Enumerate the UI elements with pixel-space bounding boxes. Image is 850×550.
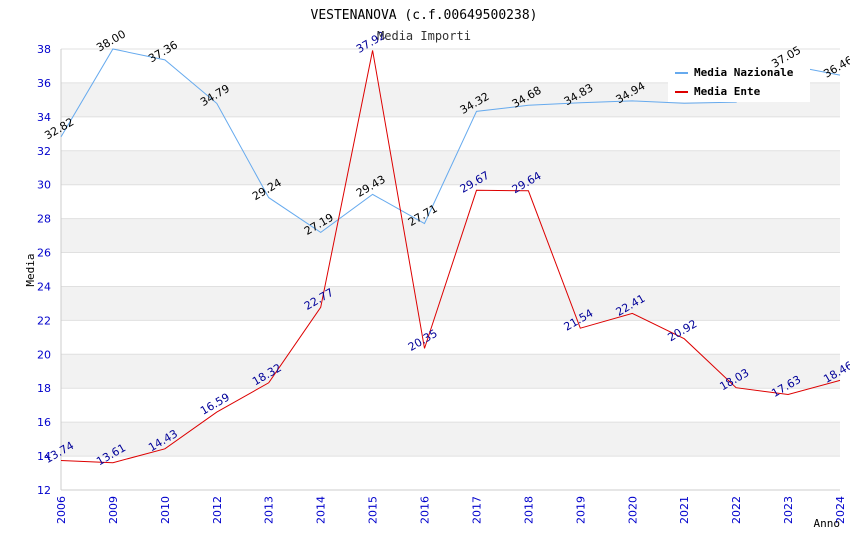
y-tick-label: 36: [37, 77, 51, 90]
x-tick-label: 2009: [107, 496, 120, 524]
grid-band: [61, 388, 840, 423]
y-axis-ticks: 12 14 16 18 20 22 24 26 28 30 32 34 36 38: [37, 43, 51, 497]
y-tick-label: 20: [37, 348, 51, 361]
x-tick-label: 2020: [626, 496, 639, 524]
x-axis-label: Anno: [814, 517, 841, 530]
y-axis-label: Media: [24, 253, 37, 286]
x-tick-label: 2017: [470, 496, 483, 524]
y-tick-label: 38: [37, 43, 51, 56]
x-tick-label: 2022: [730, 496, 743, 524]
grid-band: [61, 422, 840, 457]
legend-entry: Media Nazionale: [694, 66, 794, 79]
legend-box: [668, 60, 810, 102]
chart-subtitle: Media Importi: [377, 29, 471, 43]
y-tick-label: 32: [37, 145, 51, 158]
y-tick-label: 22: [37, 314, 51, 327]
x-tick-label: 2010: [159, 496, 172, 524]
y-tick-label: 12: [37, 484, 51, 497]
x-tick-label: 2014: [315, 496, 328, 524]
series-line-media-ente: [60, 50, 841, 464]
grid-band: [61, 286, 840, 321]
y-tick-label: 34: [37, 111, 51, 124]
y-tick-label: 28: [37, 213, 51, 226]
chart-title: VESTENANOVA (c.f.00649500238): [311, 8, 538, 23]
x-tick-label: 2006: [55, 496, 68, 524]
grid-band: [61, 354, 840, 389]
x-tick-label: 2023: [782, 496, 795, 524]
grid-band: [61, 116, 840, 151]
series-lines: [60, 48, 841, 464]
x-tick-label: 2013: [263, 496, 276, 524]
legend: Media Nazionale Media Ente: [668, 60, 810, 102]
grid-band: [61, 320, 840, 355]
x-tick-label: 2015: [367, 496, 380, 524]
x-axis-ticks: 2006 2009 2010 2012 2013 2014 2015 2016 2017 2018…: [55, 496, 847, 524]
grid-band: [61, 184, 840, 219]
y-tick-label: 14: [37, 450, 51, 463]
x-tick-label: 2016: [419, 496, 432, 524]
x-tick-label: 2012: [211, 496, 224, 524]
series-line-media-nazionale: [60, 48, 841, 234]
x-tick-label: 2024: [834, 496, 847, 524]
grid-band: [61, 218, 840, 253]
y-tick-label: 18: [37, 382, 51, 395]
x-tick-label: 2021: [678, 496, 691, 524]
y-tick-label: 16: [37, 416, 51, 429]
y-tick-label: 24: [37, 280, 51, 293]
grid-bands: [60, 48, 840, 491]
y-tick-label: 26: [37, 247, 51, 260]
y-tick-label: 30: [37, 179, 51, 192]
grid-band: [61, 456, 840, 490]
x-tick-label: 2018: [522, 496, 535, 524]
legend-entry: Media Ente: [694, 85, 761, 98]
x-tick-label: 2019: [574, 496, 587, 524]
